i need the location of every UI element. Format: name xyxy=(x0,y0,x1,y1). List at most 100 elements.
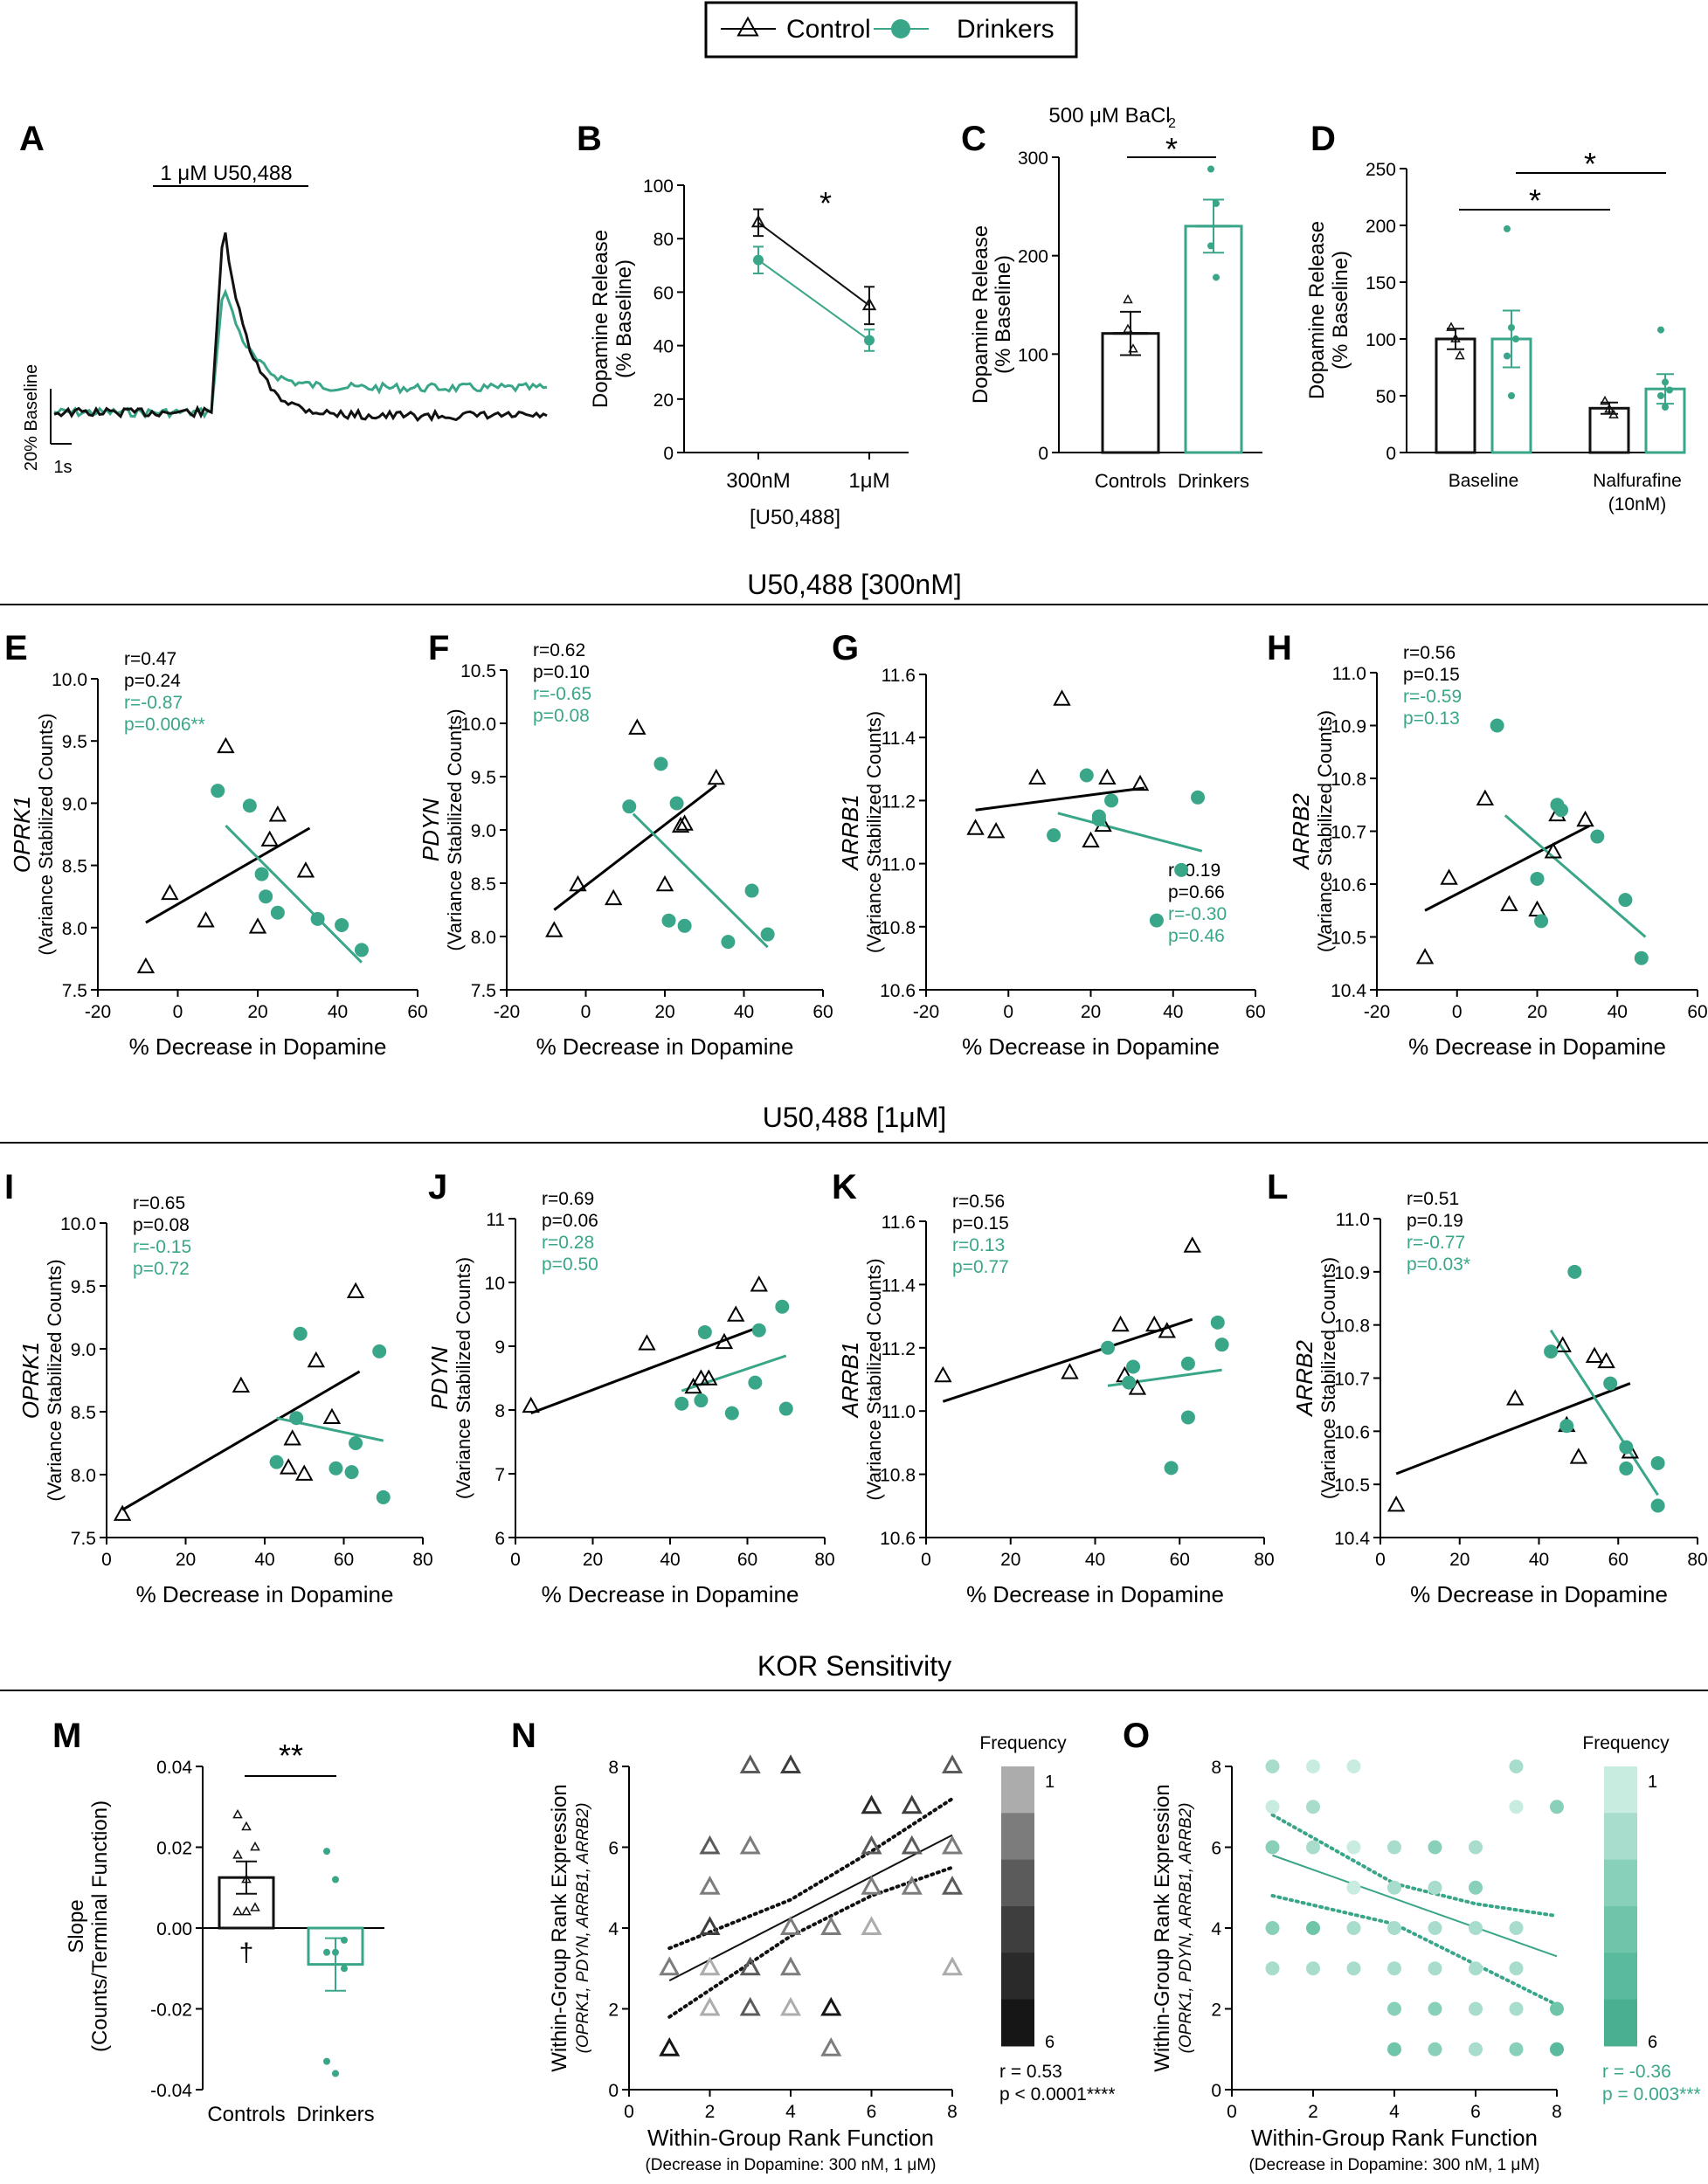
panel-F-y-tick-label: 9.0 xyxy=(471,821,496,841)
panel-N-point xyxy=(861,1916,882,1935)
panel-L-xlabel: % Decrease in Dopamine xyxy=(1410,1581,1668,1607)
panel-C-point-drinkers xyxy=(1207,242,1214,250)
panel-O-point xyxy=(1387,2042,1401,2056)
panel-K-point-control xyxy=(934,1365,952,1383)
panel-letter-A: A xyxy=(19,120,45,158)
panel-letter-D: D xyxy=(1310,120,1336,158)
panel-O-point xyxy=(1265,1961,1280,1976)
panel-E-x-tick-label: 20 xyxy=(247,1002,267,1022)
panel-N-point xyxy=(941,1754,964,1773)
panel-D-y-tick-label: 50 xyxy=(1376,387,1396,407)
panel-I-point-control xyxy=(232,1376,251,1393)
panel-H-drinkers-r: r=-0.59 xyxy=(1403,687,1462,707)
panel-D-point-drinkers xyxy=(1512,335,1519,342)
panel-N-point xyxy=(699,1916,721,1935)
panel-J-x-tick-label: 60 xyxy=(737,1550,757,1570)
panel-F-drinkers-fit xyxy=(632,812,769,949)
panel-letter-E: E xyxy=(4,629,28,667)
panel-O-colorbar-max: 6 xyxy=(1648,2033,1657,2052)
panel-D-significance-2: * xyxy=(1584,146,1596,182)
panel-I-point-drinkers xyxy=(289,1411,304,1426)
panel-J-point-drinkers xyxy=(748,1375,763,1390)
panel-F-point-control xyxy=(707,768,726,785)
panel-H-ylabel-sub: (Variance Stabilized Counts) xyxy=(1314,710,1336,952)
panel-C-y-tick-label: 0 xyxy=(1038,444,1048,464)
panel-K-x-tick-label: 40 xyxy=(1085,1550,1105,1570)
panel-L-point-control xyxy=(1585,1346,1604,1363)
panel-O-xlabel: Within-Group Rank Function xyxy=(1251,2125,1538,2151)
panel-G-ylabel-sub: (Variance Stabilized Counts) xyxy=(863,711,885,953)
panel-M-point-control xyxy=(232,1808,243,1819)
panel-O-point xyxy=(1509,1921,1524,1935)
panel-G-point-control xyxy=(1028,768,1047,784)
panel-G-drinkers-fit xyxy=(1057,812,1203,853)
panel-G-control-fit xyxy=(975,786,1144,812)
panel-E-point-control xyxy=(217,736,235,754)
panel-L-ylabel-sub: (Variance Stabilized Counts) xyxy=(1317,1257,1339,1499)
panel-F-point-drinkers xyxy=(677,918,692,933)
panel-M-point-drinkers xyxy=(332,2070,339,2077)
panel-L-point-drinkers xyxy=(1544,1344,1559,1359)
panel-K-x-tick-label: 80 xyxy=(1254,1550,1274,1570)
panel-K-point-control xyxy=(1158,1322,1176,1338)
panel-I-ylabel-gene: OPRK1 xyxy=(17,1342,44,1419)
panel-D-point-drinkers xyxy=(1662,378,1669,386)
panel-O-point xyxy=(1428,2042,1442,2056)
panel-F-x-tick-label: 40 xyxy=(734,1002,754,1022)
panel-E-xlabel: % Decrease in Dopamine xyxy=(129,1033,387,1060)
panel-K-y-tick-label: 11.6 xyxy=(882,1213,916,1233)
panel-N-point xyxy=(739,1996,761,2016)
panel-F-y-tick-label: 8.5 xyxy=(471,874,496,895)
trace-control xyxy=(53,232,548,423)
panel-O-point xyxy=(1469,2001,1483,2016)
panel-M-point-drinkers xyxy=(323,1948,330,1956)
panel-N-point xyxy=(739,1835,761,1855)
panel-I-point-control xyxy=(295,1464,314,1481)
panel-K-point-control xyxy=(1061,1363,1079,1379)
panel-M-y-tick-label: 0.02 xyxy=(156,1839,192,1859)
panel-F-y-tick-label: 8.0 xyxy=(471,928,496,948)
panel-N-x-tick-label: 2 xyxy=(705,2102,716,2122)
panel-B-point-control xyxy=(750,214,766,228)
panel-H-y-tick-label: 10.8 xyxy=(1331,770,1366,790)
panel-H-y-tick-label: 10.9 xyxy=(1331,717,1366,737)
panel-O-point xyxy=(1509,1961,1524,1976)
panel-N-stats-r: r = 0.53 xyxy=(999,2062,1062,2082)
panel-O-point xyxy=(1509,1800,1524,1814)
panel-H-y-tick-label: 10.5 xyxy=(1331,929,1366,949)
panel-N-point xyxy=(901,1876,923,1895)
scalebar-x-label: 1s xyxy=(53,458,72,477)
panel-B-y-tick-label: 40 xyxy=(653,337,674,357)
panel-J-point-drinkers xyxy=(778,1401,793,1416)
panel-O-point xyxy=(1265,1759,1280,1773)
panel-G-point-control xyxy=(1053,689,1071,706)
panel-E-point-drinkers xyxy=(211,784,225,798)
panel-E-point-drinkers xyxy=(354,943,369,957)
panel-D-x-tick-label: Baseline xyxy=(1449,471,1519,491)
panel-C-point-control xyxy=(1123,294,1133,304)
panel-C-ylabel-sub: (% Baseline) xyxy=(992,255,1015,374)
panel-N-point xyxy=(659,2037,681,2056)
section-title-kor: KOR Sensitivity xyxy=(757,1650,951,1682)
panel-J-xlabel: % Decrease in Dopamine xyxy=(542,1581,799,1607)
panel-L-point-drinkers xyxy=(1650,1498,1665,1513)
panel-N-colorbar-segment xyxy=(1001,1906,1034,1953)
panel-H-ylabel-gene: ARRB2 xyxy=(1288,793,1314,871)
panel-N-point xyxy=(779,1916,802,1935)
panel-J-x-tick-label: 80 xyxy=(814,1550,834,1570)
panel-I-drinkers-p: p=0.72 xyxy=(133,1259,190,1279)
panel-H-point-control xyxy=(1576,810,1594,827)
panel-B-y-tick-label: 100 xyxy=(643,176,674,197)
panel-L-point-control xyxy=(1386,1495,1406,1512)
panel-M-point-drinkers xyxy=(323,1848,330,1856)
panel-I-y-tick-label: 9.5 xyxy=(71,1277,96,1297)
panel-K-ylabel-gene: ARRB1 xyxy=(837,1342,863,1420)
panel-O-point xyxy=(1428,1921,1442,1935)
panel-H-xlabel: % Decrease in Dopamine xyxy=(1408,1033,1666,1060)
panel-O-point xyxy=(1469,1921,1483,1935)
panel-D-x-tick-label: Nalfurafine xyxy=(1593,471,1682,491)
panel-F-point-control xyxy=(545,921,564,937)
panel-L-point-control xyxy=(1569,1448,1588,1464)
panel-I-point-drinkers xyxy=(372,1344,387,1358)
panel-I-point-drinkers xyxy=(344,1465,359,1480)
